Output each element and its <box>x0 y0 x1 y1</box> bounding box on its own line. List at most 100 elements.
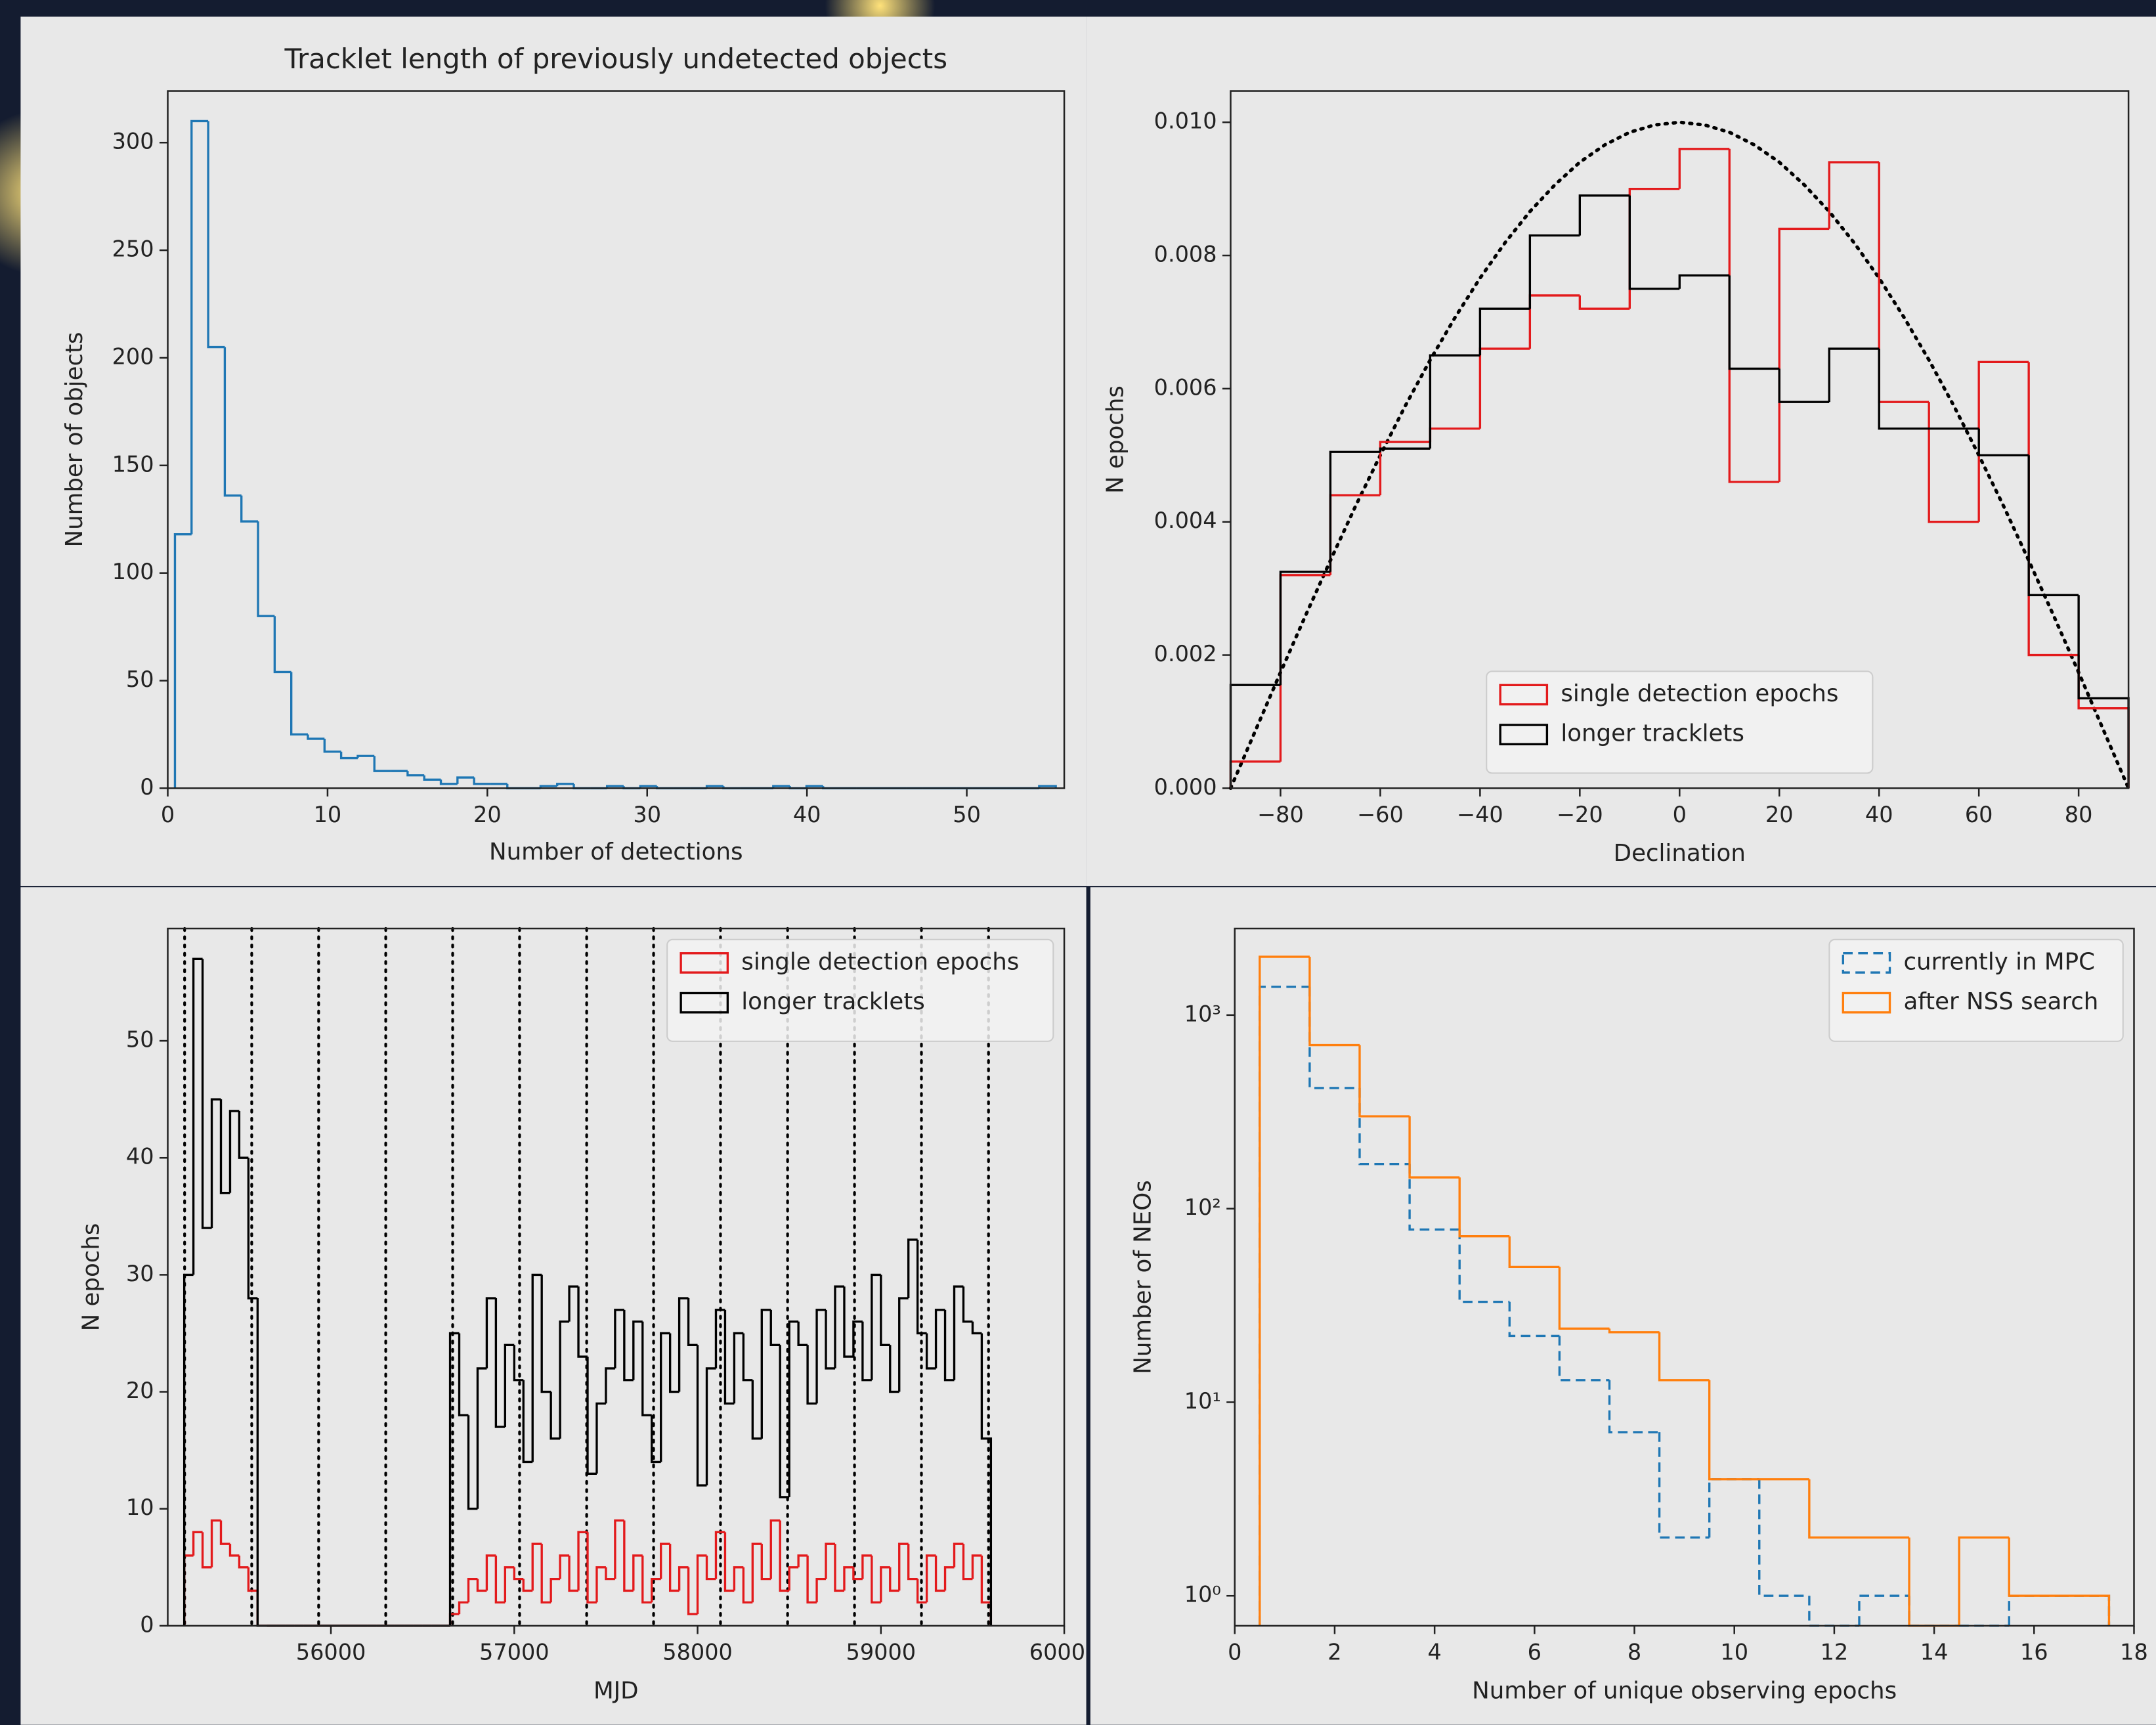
x-tick-label: 58000 <box>662 1639 733 1665</box>
histogram-bin <box>192 957 203 1275</box>
x-axis-label: Number of detections <box>489 839 743 865</box>
histogram-bin <box>559 1554 570 1579</box>
y-tick-label: 20 <box>126 1378 154 1403</box>
y-tick-label: 250 <box>112 236 154 262</box>
histogram-bin <box>614 1519 624 1579</box>
histogram-bin <box>2059 1594 2111 1626</box>
histogram-bin <box>1728 148 1780 483</box>
x-tick-label: 12 <box>1821 1639 1849 1665</box>
y-tick-label: 30 <box>126 1261 154 1286</box>
histogram-bin <box>238 1555 249 1569</box>
histogram-bin <box>1578 194 1630 236</box>
histogram-bin <box>605 1567 615 1581</box>
histogram-bin <box>201 959 212 1229</box>
histogram-bin <box>423 775 441 781</box>
histogram-bin <box>714 1309 725 1368</box>
histogram-bin <box>1329 450 1381 572</box>
histogram-bin <box>467 1577 478 1603</box>
histogram-bin <box>916 1239 927 1335</box>
histogram-bin <box>247 1158 258 1299</box>
histogram-bin <box>843 1566 853 1591</box>
x-tick-label: 50 <box>953 802 981 827</box>
histogram-bin <box>632 1320 643 1380</box>
histogram-bin <box>568 1555 579 1592</box>
histogram-bin <box>476 1367 487 1509</box>
y-axis-label: N epochs <box>1102 385 1129 494</box>
x-tick-label: 60000 <box>1029 1639 1100 1665</box>
y-tick-label: 200 <box>112 343 154 369</box>
histogram-bin <box>632 1554 643 1591</box>
x-tick-label: 0 <box>161 802 175 827</box>
x-tick-label: 4 <box>1427 1639 1441 1665</box>
histogram-bin <box>456 776 475 784</box>
x-tick-label: 40 <box>793 802 821 827</box>
x-tick-label: 56000 <box>296 1639 366 1665</box>
histogram-bin <box>880 1275 890 1346</box>
y-tick-label: 10⁰ <box>1184 1582 1221 1607</box>
histogram-bin <box>705 1367 716 1486</box>
histogram-bin <box>641 1555 652 1604</box>
histogram-bin <box>1379 441 1431 496</box>
histogram-bin <box>825 1309 835 1370</box>
histogram-bin <box>623 1309 634 1382</box>
y-tick-label: 300 <box>112 129 154 154</box>
histogram-bin <box>678 1566 689 1591</box>
histogram-bin <box>760 1309 771 1439</box>
histogram-bin <box>190 120 209 535</box>
histogram-bin <box>852 1320 863 1357</box>
legend-label: currently in MPC <box>1903 948 2094 975</box>
y-axis-label: Number of NEOs <box>1130 1180 1157 1374</box>
y-tick-label: 50 <box>126 666 154 692</box>
histogram-bin <box>513 1567 524 1581</box>
histogram-bin <box>406 771 425 777</box>
histogram-bin <box>448 1332 460 1626</box>
histogram-bin <box>1458 1177 1510 1238</box>
histogram-bin <box>962 1286 973 1323</box>
histogram-bin <box>843 1286 853 1358</box>
histogram-bin <box>183 1273 194 1626</box>
histogram-bin <box>373 756 391 772</box>
histogram-bin <box>1608 1380 1660 1433</box>
histogram-bin <box>834 1544 844 1592</box>
histogram-bin <box>733 1332 744 1404</box>
chart: Number of unique observing epochs Number … <box>1130 927 2148 1704</box>
histogram-bin <box>1658 1332 1710 1382</box>
histogram-bin <box>1379 447 1431 452</box>
histogram-bin <box>247 1567 258 1592</box>
x-tick-label: −60 <box>1357 802 1404 827</box>
histogram-bin <box>210 1098 221 1229</box>
y-tick-label: 150 <box>112 451 154 477</box>
x-tick-label: 20 <box>1765 802 1794 827</box>
histogram-bin <box>696 1554 707 1615</box>
histogram-bin <box>705 1555 716 1581</box>
histogram-bin <box>2008 1537 2059 1597</box>
histogram-bin <box>889 1345 899 1393</box>
x-tick-label: 30 <box>633 802 661 827</box>
histogram-bin <box>1977 428 2029 456</box>
histogram-bin <box>1658 1432 1710 1539</box>
histogram-bin <box>733 1566 744 1591</box>
histogram-bin <box>458 1601 469 1615</box>
x-tick-label: 60 <box>1965 802 1993 827</box>
y-tick-label: 0.000 <box>1154 774 1217 800</box>
histogram-bin <box>907 1238 918 1299</box>
histogram-bin <box>513 1345 524 1382</box>
y-tick-label: 0 <box>140 1611 154 1637</box>
histogram-bin <box>916 1579 927 1604</box>
legend-handle <box>679 952 729 974</box>
histogram-bin <box>861 1321 872 1382</box>
histogram-bin <box>485 1297 496 1368</box>
histogram-bin <box>925 1333 936 1370</box>
histogram-bin <box>605 1367 615 1404</box>
histogram-bin <box>173 533 192 789</box>
histogram-bin <box>485 1554 496 1591</box>
histogram-bin <box>1279 571 1331 686</box>
histogram-bin <box>760 1544 771 1581</box>
y-tick-label: 10³ <box>1184 1001 1221 1026</box>
y-tick-label: 0.010 <box>1154 108 1217 134</box>
histogram-bin <box>586 1532 597 1604</box>
histogram-bin <box>1977 360 2029 522</box>
chart-title: Tracklet length of previously undetected… <box>284 43 947 75</box>
histogram-bin <box>898 1542 909 1591</box>
